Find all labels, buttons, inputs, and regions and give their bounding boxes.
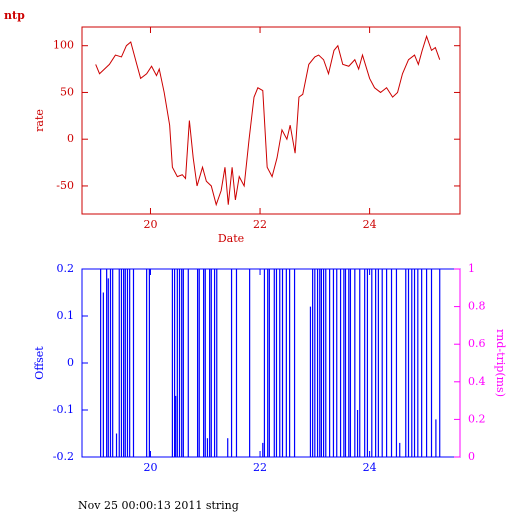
y2-axis-label: rnd-trip(ms) [494,329,507,397]
x-tick-label: 20 [143,218,157,231]
y-tick-label: -0.1 [53,403,74,416]
y-tick-label: -0.2 [53,450,74,463]
y2-tick-label: 0 [468,450,475,463]
y-tick-label: 0 [67,132,74,145]
data-line [95,34,441,207]
plot-frame [81,268,461,458]
y-tick-label: 100 [53,39,74,52]
y-tick-label: 0 [67,356,74,369]
y-tick-label: 0.1 [57,309,75,322]
y2-tick-label: 0.2 [468,412,486,425]
y-axis-label: Offset [33,346,46,380]
y2-tick-label: 0.8 [468,300,486,313]
y2-tick-label: 0.4 [468,375,486,388]
chart-title: ntp [4,9,25,22]
footer: Nov 25 00:00:13 2011 string [78,499,239,512]
x-tick-label: 22 [253,218,267,231]
x-tick-label: 22 [253,461,267,474]
x-axis-label: Date [218,232,244,245]
plot-frame [81,26,461,215]
x-tick-label: 20 [143,461,157,474]
y2-tick-label: 1 [468,262,475,275]
y-tick-label: 0.2 [57,262,75,275]
y-axis-label: rate [33,109,46,132]
y-tick-label: -50 [56,179,74,192]
x-tick-label: 24 [363,461,377,474]
x-tick-label: 24 [363,218,377,231]
y-tick-label: 50 [60,85,74,98]
y2-tick-label: 0.6 [468,337,486,350]
